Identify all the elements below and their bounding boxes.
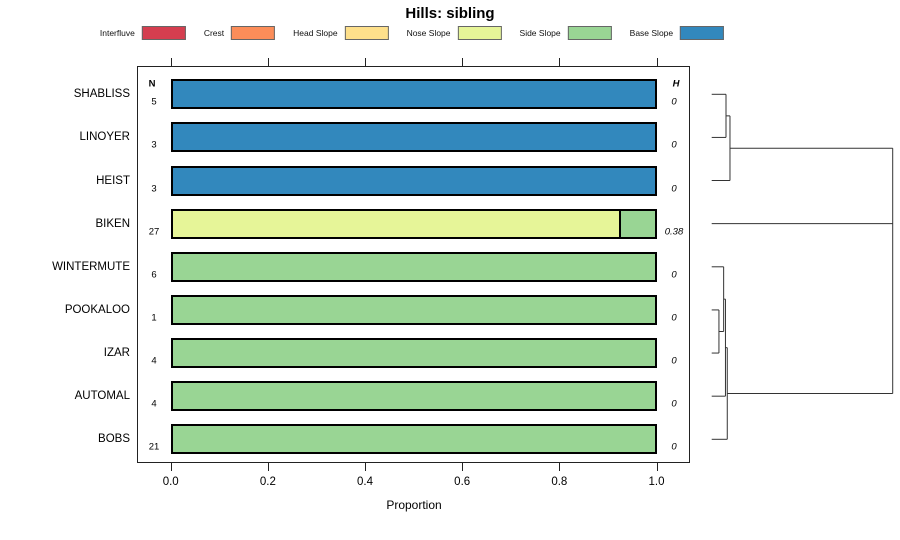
x-tick-bottom [656,463,658,471]
legend-item-label: Head Slope [293,28,338,38]
legend-color-swatch [457,26,502,40]
y-axis-label: IZAR [103,347,130,360]
bar-segment-side-slope [173,426,655,452]
legend-item: Head Slope [293,26,389,40]
bar-segment-side-slope [173,340,655,366]
y-axis-label: POOKALOO [64,303,130,316]
h-value: 0 [671,139,677,151]
x-tick-top [462,58,464,66]
bar-segment-side-slope [619,211,655,237]
h-value: 0 [671,355,677,367]
bar-segment-base-slope [173,81,655,107]
y-axis-label: AUTOMAL [74,390,130,403]
h-value: 0 [671,183,677,195]
n-value: 4 [151,355,157,367]
legend: Interfluve Crest Head Slope Nose Slope Side … [100,26,725,40]
x-tick-top [656,58,658,66]
bar-row [171,381,657,411]
legend-item-label: Nose Slope [406,28,451,38]
bar-row [171,79,657,109]
bar-segment-nose-slope [173,211,620,237]
x-tick-bottom [365,463,367,471]
bar-row [171,338,657,368]
x-tick-label: 0.0 [162,476,179,488]
n-value: 27 [148,226,160,238]
bar-row [171,295,657,325]
legend-item: Side Slope [520,26,612,40]
x-tick-top [559,58,561,66]
y-axis-label: BIKEN [95,217,130,230]
h-column-header: H [672,78,680,90]
legend-item-label: Interfluve [99,28,135,38]
h-value: 0.38 [664,226,684,238]
n-value: 3 [151,183,157,195]
bar-row [171,424,657,454]
x-tick-bottom [267,463,269,471]
legend-item-label: Crest [203,28,225,38]
x-tick-top [267,58,269,66]
n-value: 6 [151,269,157,281]
x-tick-label: 1.0 [648,476,665,488]
h-value: 0 [671,441,677,453]
bar-segment-side-slope [173,297,655,323]
bar-row [171,252,657,282]
x-tick-label: 0.2 [259,476,276,488]
legend-color-swatch [567,26,612,40]
legend-item: Crest [203,26,276,40]
bar-row [171,122,657,152]
legend-color-swatch [231,26,276,40]
bar-segment-side-slope [173,254,655,280]
x-tick-bottom [462,463,464,471]
chart-title: Hills: sibling [405,5,495,22]
x-tick-top [365,58,367,66]
h-value: 0 [671,96,677,108]
legend-color-swatch [141,26,186,40]
n-value: 3 [151,139,157,151]
h-value: 0 [671,398,677,410]
y-axis-label: HEIST [96,174,130,187]
legend-item: Nose Slope [407,26,502,40]
y-axis-label: BOBS [98,433,130,446]
h-value: 0 [671,269,677,281]
bar-row [171,209,657,239]
n-value: 21 [148,441,160,453]
n-value: 5 [151,96,157,108]
bar-segment-base-slope [173,168,655,194]
x-tick-label: 0.8 [551,476,568,488]
bar-row [171,166,657,196]
bar-segment-side-slope [173,383,655,409]
x-tick-label: 0.4 [357,476,374,488]
x-tick-top [170,58,172,66]
y-axis-label: WINTERMUTE [52,260,130,273]
legend-color-swatch [680,26,725,40]
plot-area [137,66,690,463]
y-axis-label: LINOYER [79,131,131,144]
x-tick-bottom [170,463,172,471]
legend-item: Base Slope [629,26,725,40]
legend-color-swatch [344,26,389,40]
x-tick-label: 0.6 [454,476,471,488]
x-axis-label: Proportion [386,498,442,512]
legend-item-label: Base Slope [629,28,674,38]
n-column-header: N [148,78,156,90]
y-axis-label: SHABLISS [73,88,130,101]
n-value: 4 [151,398,157,410]
legend-item-label: Side Slope [519,28,561,38]
n-value: 1 [151,312,157,324]
h-value: 0 [671,312,677,324]
x-tick-bottom [559,463,561,471]
legend-item: Interfluve [100,26,186,40]
bar-segment-base-slope [173,124,655,150]
